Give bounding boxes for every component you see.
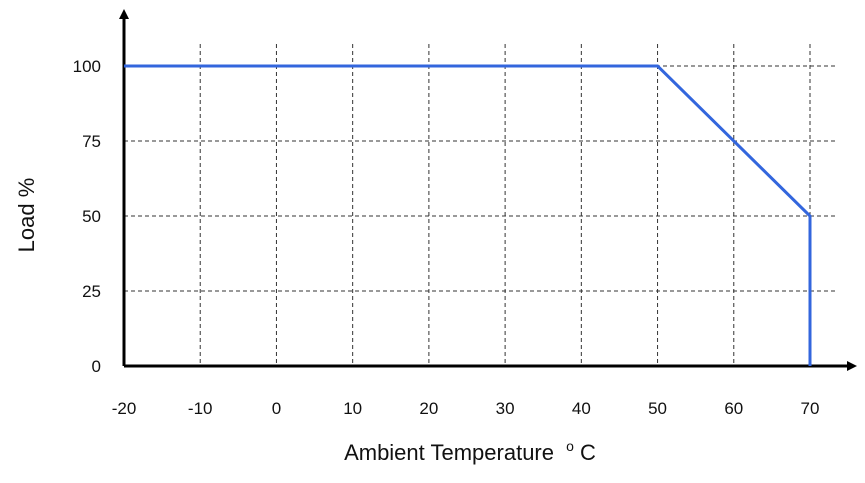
- y-tick-labels: 0 25 50 75 100: [73, 57, 101, 376]
- x-tick-label: -10: [188, 399, 213, 418]
- x-axis-title: Ambient Temperature o C: [344, 431, 596, 465]
- x-tick-label: -20: [112, 399, 137, 418]
- x-tick-label: 60: [724, 399, 743, 418]
- y-tick-label: 75: [82, 132, 101, 151]
- x-tick-label: 50: [648, 399, 667, 418]
- x-axis-title-sup: o: [566, 438, 574, 454]
- y-tick-label: 0: [92, 357, 101, 376]
- x-tick-label: 20: [419, 399, 438, 418]
- x-tick-label: 10: [343, 399, 362, 418]
- y-tick-label: 50: [82, 207, 101, 226]
- x-tick-labels: -20 -10 0 10 20 30 40 50 60 70: [112, 399, 820, 418]
- grid: [124, 44, 838, 366]
- x-axis-title-text: Ambient Temperature: [344, 440, 554, 465]
- series-line: [124, 64, 812, 366]
- y-tick-label: 25: [82, 282, 101, 301]
- axes: [119, 9, 857, 371]
- y-tick-label: 100: [73, 57, 101, 76]
- x-tick-label: 70: [801, 399, 820, 418]
- series-group: [124, 64, 812, 366]
- x-tick-label: 30: [496, 399, 515, 418]
- y-axis-title: Load %: [14, 178, 39, 253]
- x-tick-label: 0: [272, 399, 281, 418]
- x-axis-title-unit: C: [580, 440, 596, 465]
- x-tick-label: 40: [572, 399, 591, 418]
